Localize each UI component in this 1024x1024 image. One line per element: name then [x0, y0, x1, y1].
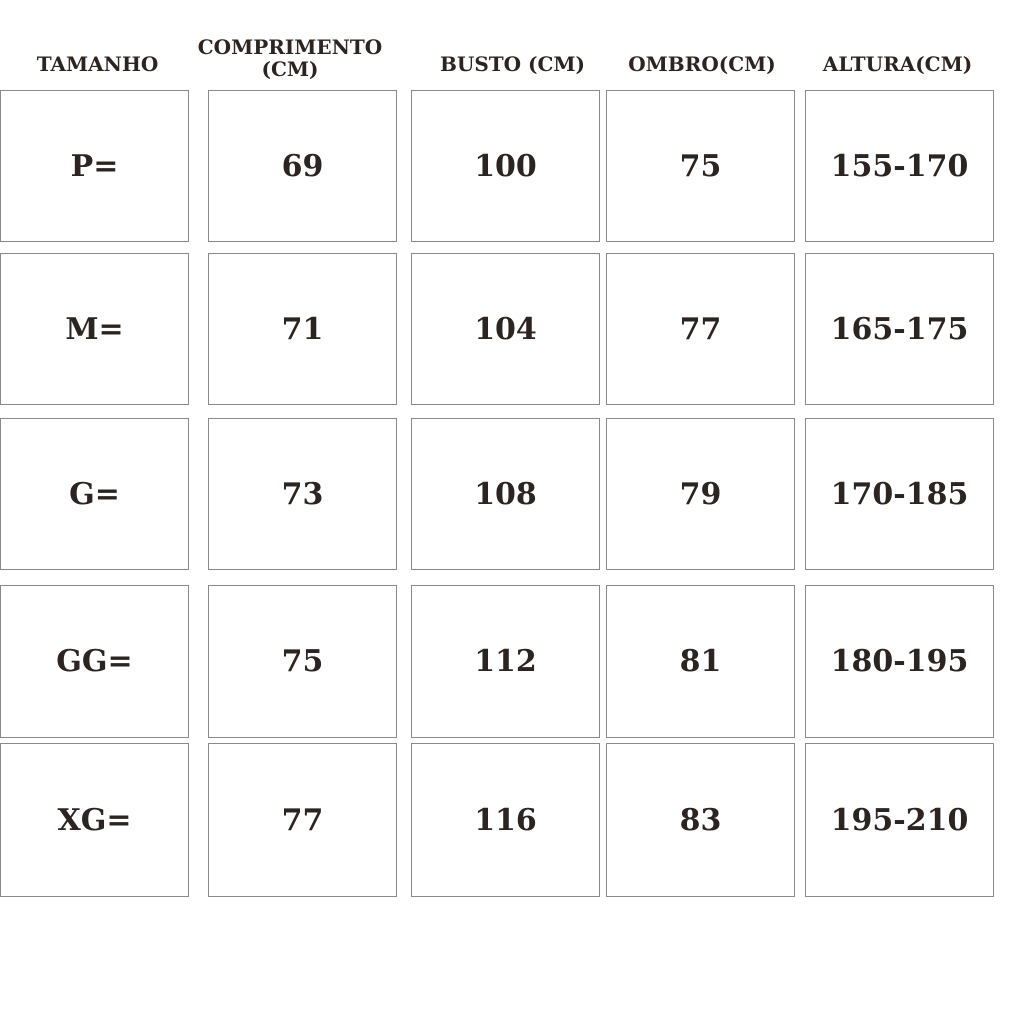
- cell-value: 112: [474, 644, 537, 679]
- cell-value: 165-175: [830, 311, 969, 347]
- cell-ombro: 83: [606, 743, 795, 897]
- cell-value: 100: [474, 148, 537, 184]
- cell-value: 77: [679, 311, 722, 347]
- cell-value: 83: [679, 802, 722, 838]
- cell-value: 108: [474, 476, 537, 512]
- cell-value: 81: [679, 644, 722, 679]
- cell-value: G=: [69, 476, 120, 512]
- cell-value: 79: [679, 476, 722, 512]
- header-altura: ALTURA(CM): [822, 52, 973, 76]
- header-comprimento-line2: (CM): [261, 57, 319, 81]
- cell-size: XG=: [0, 743, 189, 897]
- cell-value: XG=: [57, 802, 132, 838]
- cell-altura: 180-195: [805, 585, 994, 738]
- cell-value: 104: [474, 311, 537, 347]
- cell-value: 77: [281, 802, 324, 838]
- cell-busto: 112: [411, 585, 600, 738]
- header-ombro: OMBRO(CM): [628, 52, 776, 76]
- cell-ombro: 79: [606, 418, 795, 570]
- cell-size: GG=: [0, 585, 189, 738]
- cell-altura: 170-185: [805, 418, 994, 570]
- cell-value: 73: [281, 476, 324, 512]
- cell-value: 180-195: [830, 644, 969, 679]
- cell-ombro: 81: [606, 585, 795, 738]
- cell-altura: 195-210: [805, 743, 994, 897]
- header-comprimento-line1: COMPRIMENTO: [197, 35, 383, 59]
- cell-value: P=: [70, 148, 119, 184]
- cell-altura: 165-175: [805, 253, 994, 405]
- cell-comprimento: 71: [208, 253, 397, 405]
- header-tamanho: TAMANHO: [36, 52, 159, 76]
- cell-comprimento: 77: [208, 743, 397, 897]
- cell-busto: 116: [411, 743, 600, 897]
- cell-value: 195-210: [830, 802, 969, 838]
- cell-ombro: 75: [606, 90, 795, 242]
- header-busto: BUSTO (CM): [439, 52, 586, 76]
- cell-value: 71: [281, 311, 324, 347]
- cell-value: 116: [474, 802, 537, 838]
- cell-busto: 108: [411, 418, 600, 570]
- cell-size: P=: [0, 90, 189, 242]
- cell-value: 69: [281, 148, 324, 184]
- cell-size: M=: [0, 253, 189, 405]
- cell-ombro: 77: [606, 253, 795, 405]
- header-comprimento: COMPRIMENTO (CM): [190, 36, 390, 80]
- cell-comprimento: 75: [208, 585, 397, 738]
- cell-busto: 100: [411, 90, 600, 242]
- cell-value: M=: [65, 311, 124, 347]
- cell-comprimento: 73: [208, 418, 397, 570]
- cell-value: 75: [679, 148, 722, 184]
- cell-value: 170-185: [830, 476, 969, 512]
- cell-size: G=: [0, 418, 189, 570]
- cell-value: GG=: [56, 644, 133, 679]
- cell-value: 75: [281, 644, 324, 679]
- cell-comprimento: 69: [208, 90, 397, 242]
- cell-busto: 104: [411, 253, 600, 405]
- cell-value: 155-170: [830, 148, 969, 184]
- cell-altura: 155-170: [805, 90, 994, 242]
